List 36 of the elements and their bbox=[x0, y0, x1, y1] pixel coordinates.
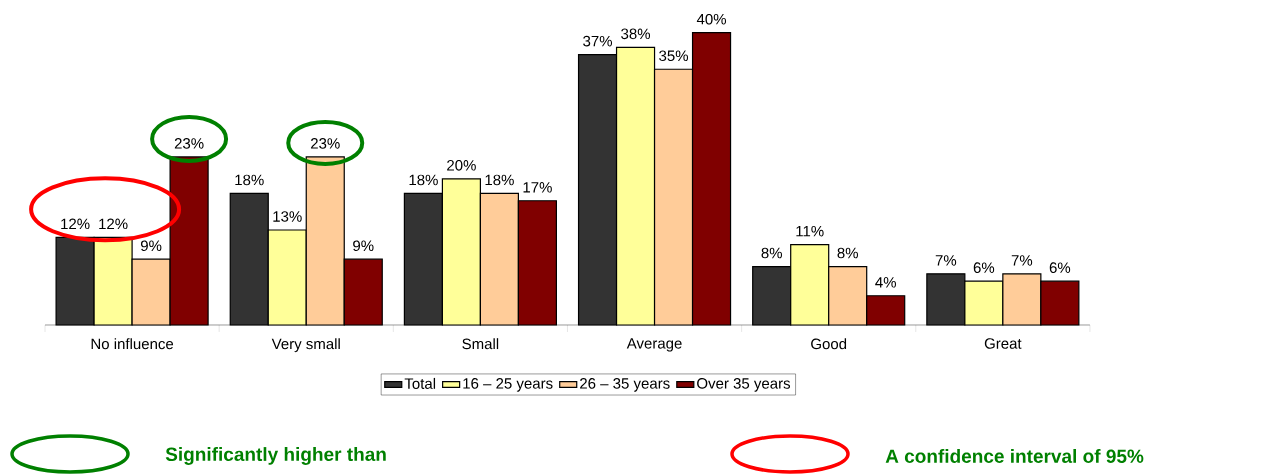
x-tick-label: Great bbox=[984, 338, 1022, 349]
data-label: 9% bbox=[140, 240, 162, 252]
data-label: 17% bbox=[523, 182, 552, 193]
data-label: 20% bbox=[447, 160, 476, 171]
legend-label: 26 – 35 years bbox=[580, 378, 670, 392]
data-label: 9% bbox=[353, 240, 374, 252]
data-label: 23% bbox=[310, 138, 340, 149]
data-label: 40% bbox=[696, 13, 727, 25]
data-label: 13% bbox=[273, 211, 302, 222]
data-label: 35% bbox=[659, 50, 689, 62]
legend-label: 16 – 25 years bbox=[463, 378, 553, 392]
data-label: 18% bbox=[485, 174, 514, 186]
text: A confidence interval of 95% bbox=[885, 449, 1144, 463]
text: Significantly higher than bbox=[165, 447, 386, 465]
data-label: 4% bbox=[875, 277, 896, 288]
x-tick-label: No influence bbox=[91, 338, 174, 350]
data-label: 6% bbox=[973, 262, 995, 273]
data-label: 18% bbox=[409, 174, 438, 186]
data-label: 7% bbox=[935, 255, 957, 266]
data-label: 37% bbox=[583, 35, 613, 47]
x-tick-label: Average bbox=[626, 338, 682, 352]
data-label: 8% bbox=[761, 247, 782, 259]
x-tick-label: Very small bbox=[271, 338, 340, 353]
data-label: 23% bbox=[174, 138, 204, 149]
data-label: 8% bbox=[837, 247, 858, 259]
data-label: 12% bbox=[99, 218, 128, 230]
x-tick-label: Good bbox=[811, 338, 847, 350]
data-label: 7% bbox=[1011, 255, 1033, 266]
data-label: 6% bbox=[1049, 262, 1071, 273]
data-label: 12% bbox=[61, 218, 90, 230]
legend-label: Total bbox=[404, 377, 436, 389]
data-label: 18% bbox=[235, 174, 264, 186]
data-label: 11% bbox=[796, 225, 824, 237]
data-label: 38% bbox=[621, 28, 651, 40]
legend-label: Over 35 years bbox=[697, 378, 791, 392]
x-tick-label: Small bbox=[462, 338, 499, 350]
